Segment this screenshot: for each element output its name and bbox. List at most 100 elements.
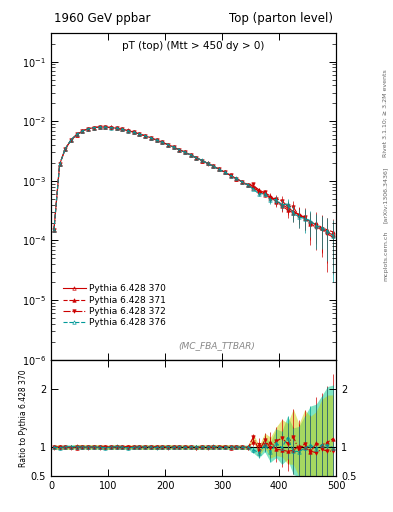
- Pythia 6.428 371: [279, 203, 284, 209]
- Pythia 6.428 372: [108, 124, 113, 131]
- Pythia 6.428 370: [285, 205, 290, 211]
- Pythia 6.428 372: [160, 139, 165, 145]
- Pythia 6.428 372: [120, 126, 125, 133]
- Pythia 6.428 370: [331, 232, 336, 239]
- Pythia 6.428 370: [143, 133, 147, 139]
- Pythia 6.428 371: [285, 207, 290, 213]
- Pythia 6.428 372: [325, 231, 330, 237]
- Pythia 6.428 376: [308, 218, 313, 224]
- Pythia 6.428 371: [251, 183, 256, 189]
- Pythia 6.428 370: [69, 137, 73, 143]
- Pythia 6.428 376: [297, 214, 301, 220]
- Pythia 6.428 376: [222, 169, 227, 176]
- Pythia 6.428 372: [245, 182, 250, 188]
- Pythia 6.428 371: [268, 193, 273, 199]
- Pythia 6.428 371: [257, 187, 261, 193]
- Pythia 6.428 370: [74, 132, 79, 138]
- Pythia 6.428 371: [171, 144, 176, 150]
- Pythia 6.428 370: [177, 146, 182, 153]
- Pythia 6.428 371: [245, 182, 250, 188]
- Pythia 6.428 372: [211, 163, 216, 169]
- Pythia 6.428 370: [80, 128, 85, 134]
- Pythia 6.428 370: [240, 179, 244, 185]
- Pythia 6.428 370: [217, 166, 222, 173]
- Pythia 6.428 371: [211, 163, 216, 169]
- Pythia 6.428 370: [154, 137, 159, 143]
- Pythia 6.428 376: [103, 124, 108, 131]
- Pythia 6.428 371: [234, 176, 239, 182]
- Pythia 6.428 376: [217, 166, 222, 173]
- Pythia 6.428 370: [268, 195, 273, 201]
- Pythia 6.428 376: [114, 125, 119, 131]
- Pythia 6.428 372: [222, 169, 227, 175]
- Pythia 6.428 370: [86, 126, 90, 132]
- Pythia 6.428 371: [80, 128, 85, 134]
- Pythia 6.428 371: [325, 227, 330, 233]
- Pythia 6.428 376: [279, 202, 284, 208]
- Pythia 6.428 371: [86, 126, 90, 132]
- Pythia 6.428 372: [183, 149, 187, 155]
- Pythia 6.428 376: [63, 145, 68, 152]
- Pythia 6.428 371: [331, 229, 336, 235]
- Pythia 6.428 372: [69, 137, 73, 143]
- Pythia 6.428 370: [257, 188, 261, 195]
- Pythia 6.428 376: [171, 144, 176, 150]
- Pythia 6.428 372: [331, 234, 336, 240]
- Pythia 6.428 370: [314, 222, 318, 228]
- Pythia 6.428 371: [69, 137, 73, 143]
- Pythia 6.428 372: [114, 125, 119, 131]
- Pythia 6.428 372: [80, 128, 85, 134]
- Pythia 6.428 372: [285, 203, 290, 209]
- Pythia 6.428 370: [137, 131, 142, 137]
- Line: Pythia 6.428 370: Pythia 6.428 370: [52, 125, 335, 237]
- Pythia 6.428 370: [200, 158, 204, 164]
- Pythia 6.428 370: [263, 191, 267, 198]
- Pythia 6.428 372: [291, 204, 296, 210]
- Pythia 6.428 372: [57, 161, 62, 167]
- Pythia 6.428 376: [263, 190, 267, 197]
- Pythia 6.428 372: [279, 198, 284, 204]
- Pythia 6.428 371: [274, 199, 279, 205]
- Pythia 6.428 372: [92, 124, 96, 131]
- Pythia 6.428 370: [183, 149, 187, 155]
- Pythia 6.428 370: [194, 155, 199, 161]
- Pythia 6.428 371: [63, 146, 68, 152]
- Pythia 6.428 370: [245, 182, 250, 188]
- Pythia 6.428 371: [263, 190, 267, 196]
- Pythia 6.428 372: [320, 226, 324, 232]
- Pythia 6.428 370: [160, 139, 165, 145]
- Pythia 6.428 376: [302, 216, 307, 222]
- Pythia 6.428 372: [297, 213, 301, 219]
- Text: Rivet 3.1.10; ≥ 3.2M events: Rivet 3.1.10; ≥ 3.2M events: [383, 69, 388, 157]
- Pythia 6.428 371: [308, 221, 313, 227]
- Pythia 6.428 370: [320, 225, 324, 231]
- Pythia 6.428 372: [149, 135, 153, 141]
- Legend: Pythia 6.428 370, Pythia 6.428 371, Pythia 6.428 372, Pythia 6.428 376: Pythia 6.428 370, Pythia 6.428 371, Pyth…: [61, 283, 168, 329]
- Pythia 6.428 371: [114, 125, 119, 132]
- Pythia 6.428 371: [131, 129, 136, 135]
- Pythia 6.428 371: [154, 137, 159, 143]
- Pythia 6.428 376: [108, 124, 113, 131]
- Pythia 6.428 370: [206, 160, 210, 166]
- Pythia 6.428 376: [160, 139, 165, 145]
- Pythia 6.428 376: [137, 131, 142, 137]
- Pythia 6.428 371: [217, 166, 222, 173]
- Pythia 6.428 370: [126, 127, 130, 134]
- Pythia 6.428 371: [228, 173, 233, 179]
- Pythia 6.428 372: [143, 133, 147, 139]
- Pythia 6.428 371: [194, 155, 199, 161]
- Pythia 6.428 376: [183, 150, 187, 156]
- Pythia 6.428 376: [69, 137, 73, 143]
- Pythia 6.428 372: [97, 124, 102, 130]
- Pythia 6.428 371: [291, 210, 296, 216]
- Pythia 6.428 372: [228, 173, 233, 179]
- Text: mcplots.cern.ch: mcplots.cern.ch: [383, 231, 388, 281]
- Pythia 6.428 371: [165, 142, 170, 148]
- Pythia 6.428 376: [97, 124, 102, 130]
- Pythia 6.428 371: [97, 124, 102, 131]
- Pythia 6.428 370: [57, 161, 62, 167]
- Pythia 6.428 370: [228, 173, 233, 179]
- Pythia 6.428 376: [228, 173, 233, 179]
- Pythia 6.428 371: [302, 215, 307, 221]
- Pythia 6.428 371: [160, 139, 165, 145]
